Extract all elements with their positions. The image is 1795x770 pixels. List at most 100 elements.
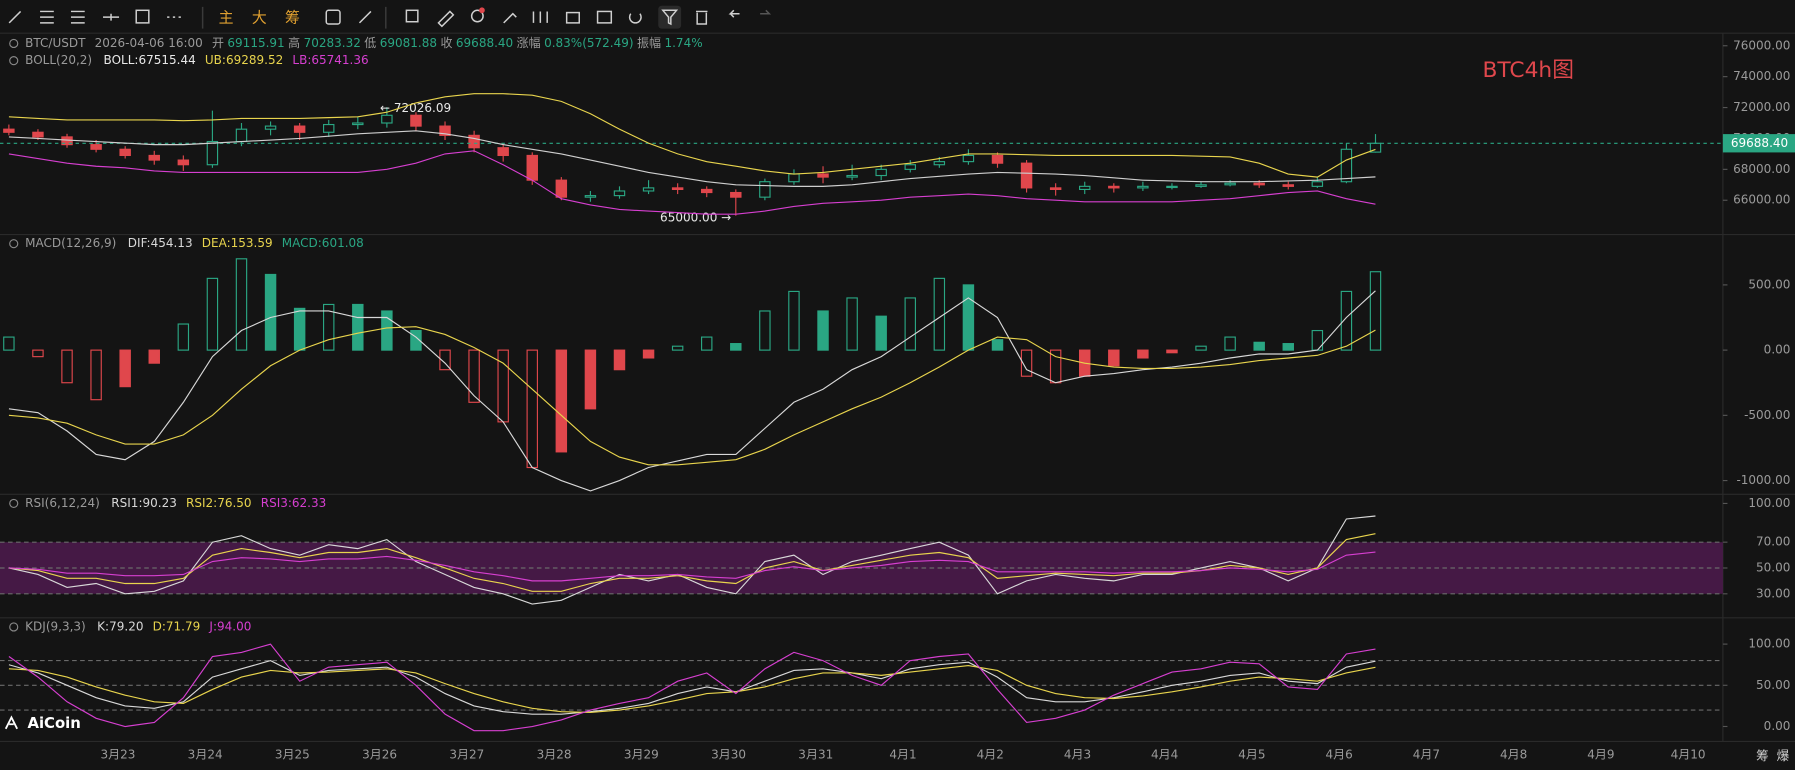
macd-bar [439,349,451,371]
y-tick-label: 74000.00 [1733,69,1790,83]
candle-body [1049,187,1062,191]
candle-body [933,161,946,166]
indicator-line [8,643,1376,732]
macd-bar [119,349,131,388]
candle-body [32,131,44,138]
legend-text: MACD(12,26,9) [25,236,116,250]
macd-bar [991,339,1004,351]
macd-bar [1137,349,1149,359]
tool-delete[interactable] [696,10,708,25]
macd-bar [759,310,771,351]
x-tick-label: 4月8 [1500,748,1527,762]
macd-bar [1195,345,1207,351]
macd-bar [1108,349,1120,367]
candle-body [642,187,655,192]
y-tick-label: 100.00 [1748,496,1790,510]
macd-bar [1166,349,1178,354]
candle-body [846,174,858,178]
tool-measure[interactable] [358,10,372,24]
corner-button[interactable]: 爆 [1777,748,1790,763]
candle-body [468,134,480,149]
legend-text: RSI1:90.23 [111,496,177,510]
tool-ray[interactable] [103,13,120,21]
macd-bar [322,303,335,351]
tool-line[interactable] [8,10,22,24]
legend-text: 2026-04-06 16:00 [95,36,203,50]
toolbar-button[interactable]: 筹 [285,8,300,26]
legend-text: D:71.79 [153,619,201,633]
legend-text: BTC/USDT [25,36,86,50]
y-tick-label: 50.00 [1756,560,1790,574]
candle-body [526,154,538,181]
candle-body [1282,184,1294,187]
indicator-line [8,660,1376,715]
tool-channel[interactable] [70,10,85,24]
indicator-toggle [9,38,19,49]
candle-body [1195,184,1207,187]
y-tick-label: 500.00 [1748,277,1790,291]
tool-hline[interactable] [40,10,54,24]
legend-text: RSI(6,12,24) [25,496,100,510]
tool-zoom[interactable] [470,9,484,23]
tool-ruler[interactable] [437,10,455,28]
tool-pen[interactable] [503,12,517,24]
candle-body [875,168,887,177]
tool-magnet[interactable] [628,13,642,24]
candle-body [410,114,422,127]
indicator-toggle [9,622,19,632]
x-tick-label: 3月24 [188,748,223,762]
indicator-line [8,326,1376,466]
tool-eye[interactable] [596,10,613,24]
tool-lock[interactable] [565,11,580,24]
indicator-line [8,664,1376,714]
x-tick-label: 3月31 [798,748,833,762]
macd-bar [148,349,160,364]
x-tick-label: 4月6 [1326,748,1353,762]
candle-body [701,188,713,194]
x-tick-label: 4月10 [1671,748,1706,762]
corner-button[interactable]: 筹 [1756,748,1769,763]
logo-text: AiCoin [27,714,80,732]
y-tick-label: 30.00 [1756,586,1790,600]
legend-text: DIF:454.13 [128,236,193,250]
candle-body [555,179,568,198]
tool-undo[interactable] [728,9,740,18]
macd-bar [613,349,626,371]
macd-bar [846,297,858,351]
macd-bar [235,258,248,351]
indicator-line [8,150,1376,215]
tool-rect[interactable] [135,9,150,24]
indicator-toggle [9,56,19,66]
legend-text: 低 [364,36,376,50]
macd-bar [1340,290,1353,351]
macd-bar [875,315,887,351]
toolbar [8,5,772,29]
indicator-line [8,533,1376,592]
macd-bar [352,303,364,351]
legend-text: 涨幅 [517,35,541,50]
macd-bar [1282,343,1294,351]
macd-bar [730,343,742,351]
tool-refresh[interactable] [325,9,341,25]
macd-bar [1020,349,1033,377]
tool-redo[interactable] [760,9,772,15]
candle-body [1108,185,1120,189]
legend-text: 高 [288,35,300,50]
tool-copy[interactable] [405,9,419,23]
x-tick-label: 3月28 [537,748,572,762]
tool-filter-bg[interactable] [658,5,682,29]
y-tick-label: 70.00 [1756,535,1790,549]
tool-bars[interactable] [532,11,548,23]
tool-filter[interactable] [661,9,679,26]
toolbar-button[interactable]: 主 [219,8,234,26]
candle-body [817,173,829,178]
toolbar-button[interactable]: 大 [252,8,267,26]
macd-bar [206,277,219,351]
candle-body [1079,185,1091,191]
candle-body [1137,185,1149,189]
macd-bar [468,349,480,403]
y-tick-label: 100.00 [1748,637,1790,651]
indicator-toggle [9,239,19,249]
candle-body [1340,148,1353,183]
panel-rsi: 100.00 70.00 50.00 30.00 [0,493,1795,605]
